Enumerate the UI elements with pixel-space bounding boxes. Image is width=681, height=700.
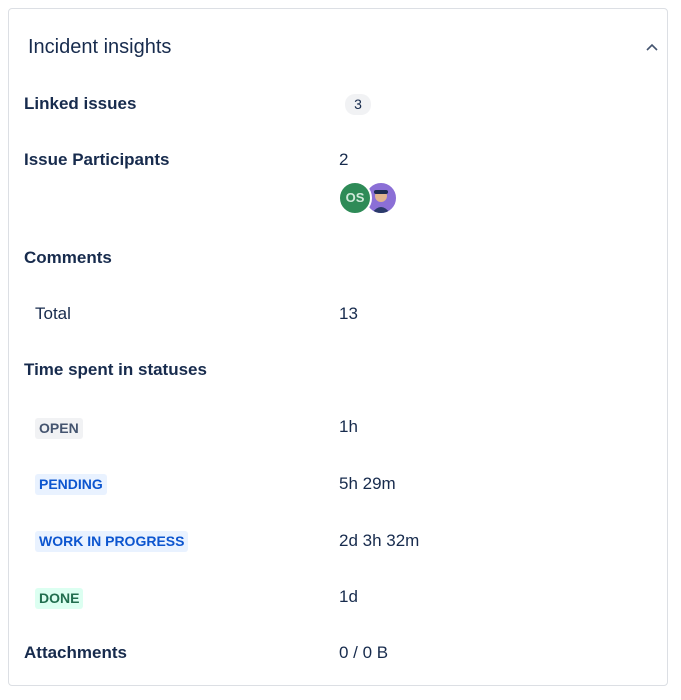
linked-issues-label: Linked issues xyxy=(24,94,137,113)
attachments-value: 0 / 0 B xyxy=(339,643,389,662)
status-time-done: 1d xyxy=(339,587,358,606)
status-time-work-in-progress: 2d 3h 32m xyxy=(339,531,420,550)
participants-count: 2 xyxy=(339,150,349,169)
chevron-up-icon[interactable] xyxy=(643,39,661,57)
comments-total-label: Total xyxy=(35,304,71,323)
linked-issues-count[interactable]: 3 xyxy=(345,94,371,115)
person-icon xyxy=(372,190,390,213)
incident-insights-panel: Incident insights xyxy=(8,8,668,686)
status-lozenge-pending: PENDING xyxy=(35,474,107,495)
panel-title: Incident insights xyxy=(28,36,172,58)
status-lozenge-done: DONE xyxy=(35,588,84,609)
comments-label: Comments xyxy=(24,248,112,267)
status-lozenge-work-in-progress: WORK IN PROGRESS xyxy=(35,531,189,552)
status-time-open: 1h xyxy=(339,417,358,436)
status-time-pending: 5h 29m xyxy=(339,474,396,493)
participants-label: Issue Participants xyxy=(24,150,170,169)
avatar-os[interactable]: OS xyxy=(338,181,372,215)
status-lozenge-open: OPEN xyxy=(35,418,83,439)
comments-total: 13 xyxy=(339,304,358,323)
statuses-label: Time spent in statuses xyxy=(24,360,207,379)
attachments-label: Attachments xyxy=(24,643,127,662)
